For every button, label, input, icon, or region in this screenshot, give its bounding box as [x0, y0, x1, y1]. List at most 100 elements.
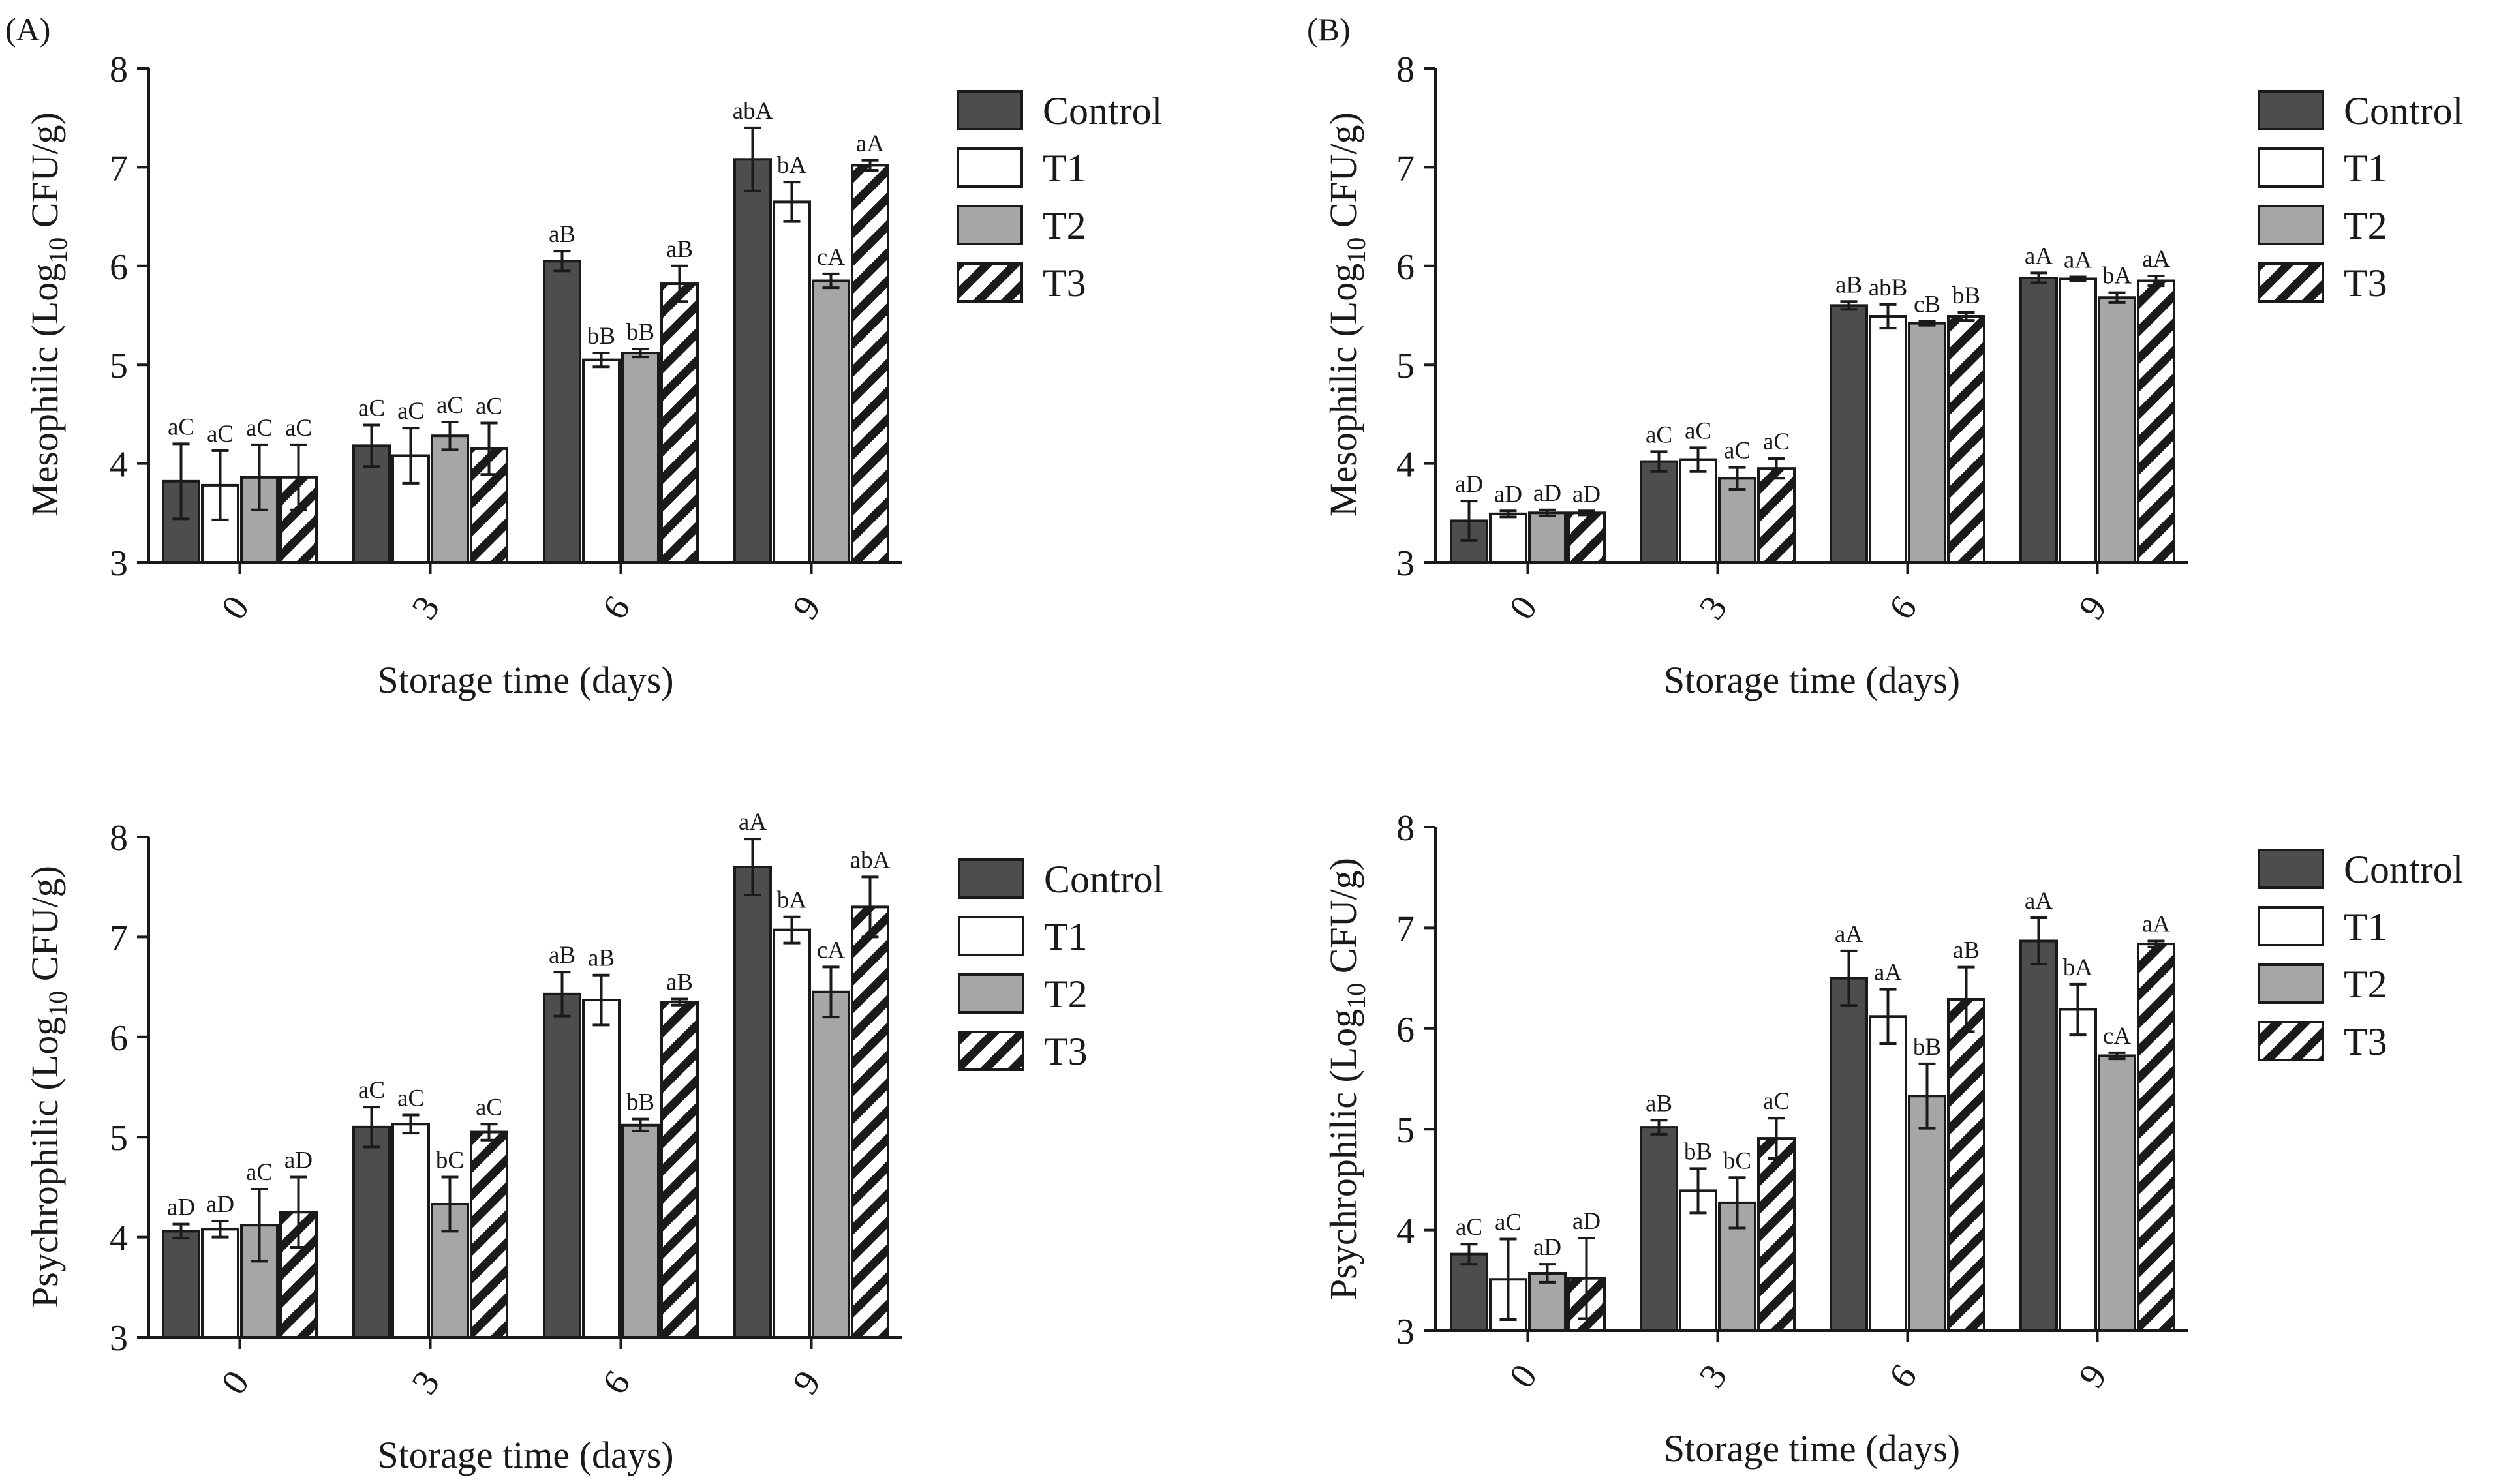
legend-swatch-t3 [2258, 1021, 2324, 1061]
y-tick-label: 5 [1396, 346, 1415, 386]
significance-label: bB [1913, 1034, 1941, 1061]
bar-control-day-9 [733, 158, 772, 564]
bar-control-day-6 [1830, 304, 1868, 564]
significance-label: aC [168, 414, 194, 440]
legend-label-t3: T3 [2344, 1020, 2387, 1063]
legend-label-t2: T2 [1044, 973, 1088, 1016]
significance-label: aD [167, 1194, 195, 1221]
bar-control-day-9 [733, 866, 772, 1339]
y-axis-title: Psychrophilic (Log10 CFU/g) [1322, 858, 1371, 1300]
x-tick-label: 0 [1501, 1357, 1545, 1395]
legend-swatch-t1 [958, 916, 1024, 956]
x-tick-label: 0 [1501, 588, 1545, 626]
bar-t2-day-6 [621, 1123, 660, 1339]
y-tick-label: 4 [110, 1219, 128, 1259]
significance-label: aB [588, 945, 615, 972]
legend-label-control: Control [2344, 848, 2463, 891]
y-tick-label: 3 [1396, 543, 1415, 584]
significance-label: cA [817, 244, 845, 271]
significance-label: cA [2103, 1023, 2131, 1050]
chart-a-mesophilic: 3 4 5 6 7 8 Mesophilic (Log10 CFU/g) aC aC aC aC 0 a… [23, 50, 1162, 701]
significance-label: bA [2102, 263, 2132, 290]
y-tick-label: 7 [110, 148, 128, 189]
y-tick-label: 6 [1396, 247, 1415, 288]
significance-label: cB [1914, 292, 1940, 318]
legend-swatch-t1 [2258, 906, 2324, 946]
significance-label: aB [549, 221, 575, 248]
x-tick-label: 6 [1881, 1357, 1925, 1395]
significance-label: aD [206, 1191, 234, 1218]
bar-t2-day-3 [431, 434, 469, 564]
bar-t1-day-6 [1869, 1015, 1907, 1332]
bar-t1-day-9 [773, 928, 811, 1339]
x-tick-label: 9 [785, 588, 829, 626]
chart-b-mesophilic: 3 4 5 6 7 8 Mesophilic (Log10 CFU/g) aD aD aD aD 0 a… [1322, 50, 2463, 701]
bar-t1-day-3 [1679, 458, 1717, 564]
bar-t3-day-6 [1947, 998, 1985, 1333]
legend-swatch-t2 [2258, 963, 2324, 1004]
legend-swatch-t1 [957, 147, 1023, 188]
significance-label: aA [1874, 960, 1902, 986]
legend-swatch-t3 [2258, 262, 2324, 303]
bar-t1-day-0 [1489, 512, 1527, 564]
y-tick-label: 8 [110, 50, 128, 90]
bar-t3-day-9 [851, 905, 889, 1339]
y-tick-label: 5 [110, 1118, 128, 1158]
y-tick-label: 7 [1396, 148, 1415, 189]
y-tick-label: 3 [110, 543, 128, 584]
bar-t1-day-6 [582, 358, 621, 564]
significance-label: aC [397, 1085, 424, 1112]
legend-swatch-control [2258, 849, 2324, 889]
y-tick-label: 7 [1396, 909, 1415, 949]
x-axis-title: Storage time (days) [377, 659, 673, 701]
legend-swatch-t2 [958, 973, 1024, 1014]
bar-t2-day-0 [1528, 511, 1567, 564]
x-tick-label: 6 [1881, 588, 1925, 626]
x-tick-label: 0 [213, 1363, 257, 1401]
bar-t1-day-9 [2059, 1008, 2097, 1332]
significance-label: aA [2025, 243, 2053, 269]
legend-label-t1: T1 [2344, 147, 2387, 190]
x-axis-title: Storage time (days) [377, 1434, 673, 1476]
legend-label-t1: T1 [1043, 147, 1086, 190]
significance-label: aC [1456, 1214, 1482, 1241]
panel-tag-b: (B) [1307, 11, 1351, 48]
legend-label-control: Control [1043, 89, 1162, 132]
significance-label: aC [397, 398, 424, 425]
bar-control-day-6 [543, 992, 581, 1339]
legend-swatch-t3 [958, 1031, 1024, 1071]
bar-t3-day-3 [470, 1130, 508, 1339]
bar-control-day-3 [1640, 1126, 1678, 1333]
y-tick-label: 8 [1396, 50, 1415, 90]
significance-label: aD [1455, 471, 1483, 498]
significance-label: aD [1572, 1208, 1601, 1235]
bar-t2-day-0 [240, 476, 279, 564]
y-tick-label: 4 [110, 445, 128, 485]
significance-label: abB [1869, 275, 1908, 301]
x-tick-label: 9 [2071, 588, 2115, 626]
bar-t3-day-6 [660, 1001, 699, 1339]
y-tick-label: 8 [1396, 808, 1415, 849]
y-tick-label: 5 [1396, 1110, 1415, 1151]
significance-label: bB [1684, 1138, 1712, 1165]
bar-t2-day-9 [812, 990, 850, 1339]
bar-t1-day-9 [773, 200, 811, 564]
y-tick-label: 3 [1396, 1312, 1415, 1352]
bar-t2-day-6 [1908, 1095, 1946, 1333]
legend-swatch-t2 [2258, 205, 2324, 245]
bar-t1-day-0 [201, 1228, 239, 1339]
y-tick-label: 8 [110, 818, 128, 858]
significance-label: aD [1533, 480, 1561, 507]
legend-label-t1: T1 [2344, 905, 2387, 948]
significance-label: aC [246, 415, 273, 442]
legend-label-t3: T3 [1044, 1030, 1088, 1073]
significance-label: bB [1952, 282, 1980, 309]
significance-label: aD [1533, 1234, 1561, 1261]
legend-swatch-control [957, 90, 1023, 130]
x-tick-label: 9 [785, 1363, 829, 1401]
chart-b-psychrophilic: 3 4 5 6 7 8 Psychrophilic (Log10 CFU/g) aC aC aD a… [1322, 808, 2463, 1470]
y-tick-label: 7 [110, 918, 128, 958]
bar-t3-day-3 [1757, 467, 1796, 564]
significance-label: aD [1572, 481, 1601, 507]
